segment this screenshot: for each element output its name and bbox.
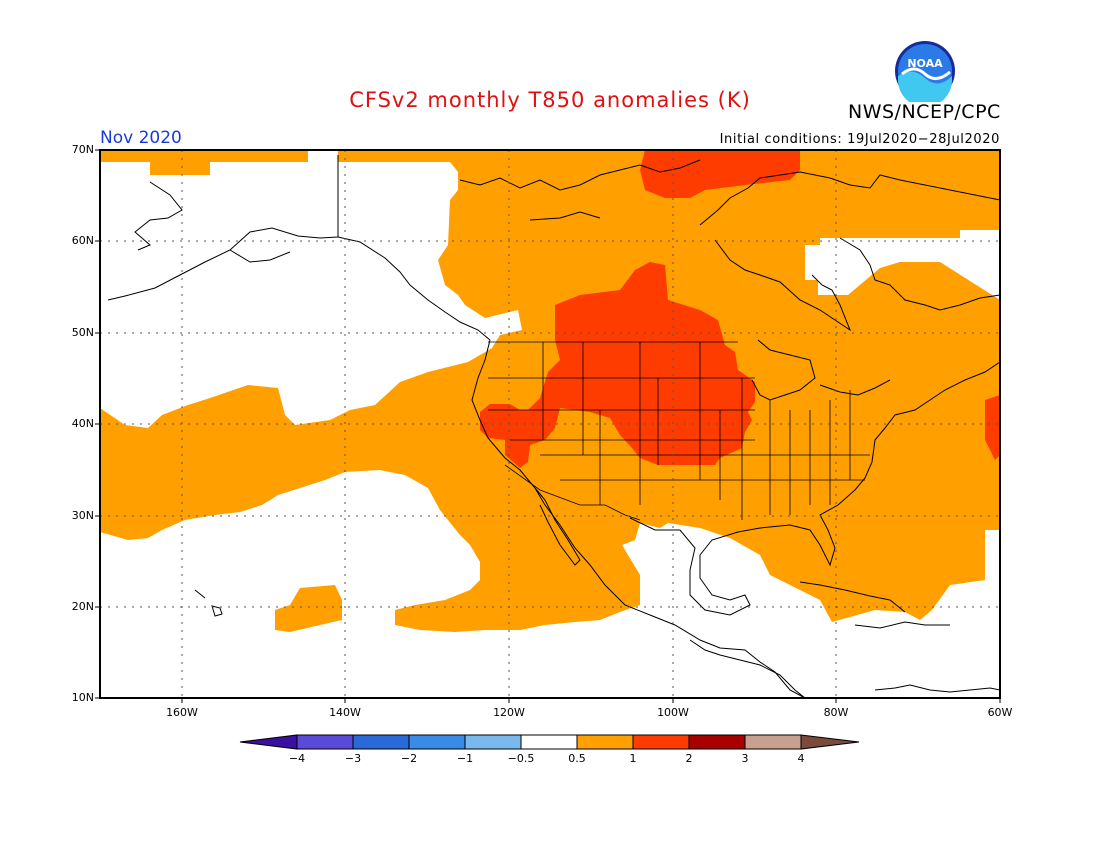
initial-conditions: Initial conditions: 19Jul2020−28Jul2020	[719, 132, 1000, 147]
colorbar-bin	[576, 734, 634, 750]
colorbar-label: −1	[456, 752, 474, 765]
lat-label-60n: 60N	[71, 234, 94, 247]
forecast-month: Nov 2020	[100, 128, 182, 148]
svg-text:NOAA: NOAA	[907, 57, 943, 70]
lon-label-160w: 160W	[166, 706, 198, 719]
coastlines	[107, 155, 1001, 699]
lat-label-40n: 40N	[71, 417, 94, 430]
gridlines	[100, 150, 1000, 698]
lat-label-30n: 30N	[71, 509, 94, 522]
colorbar-label: 3	[741, 752, 749, 765]
lat-label-70n: 70N	[71, 143, 94, 156]
noaa-logo: NOAA	[895, 41, 955, 102]
lon-label-120w: 120W	[493, 706, 525, 719]
colorbar-label: 4	[797, 752, 805, 765]
colorbar-label: −4	[288, 752, 306, 765]
colorbar-bin	[408, 734, 466, 750]
colorbar-bin	[744, 734, 802, 750]
lat-label-10n: 10N	[71, 691, 94, 704]
lat-label-20n: 20N	[71, 600, 94, 613]
colorbar-label: −2	[400, 752, 418, 765]
colorbar-bin	[632, 734, 690, 750]
colorbar-label: 2	[685, 752, 693, 765]
lat-label-50n: 50N	[71, 326, 94, 339]
colorbar-label: −0.5	[507, 752, 535, 765]
colorbar	[239, 734, 860, 750]
state-borders	[488, 341, 870, 521]
lon-label-140w: 140W	[329, 706, 361, 719]
map-title: CFSv2 monthly T850 anomalies (K)	[349, 88, 751, 112]
lon-label-100w: 100W	[657, 706, 689, 719]
lon-label-80w: 80W	[823, 706, 849, 719]
lon-label-60w: 60W	[987, 706, 1013, 719]
colorbar-bin	[296, 734, 354, 750]
colorbar-label: −3	[344, 752, 362, 765]
agency-label: NWS/NCEP/CPC	[848, 101, 1001, 123]
anomaly-region-1-2	[480, 150, 1000, 468]
colorbar-bin	[688, 734, 746, 750]
colorbar-bin	[464, 734, 522, 750]
colorbar-arrow-low	[239, 734, 298, 750]
colorbar-bin	[520, 734, 578, 750]
colorbar-arrow-high	[800, 734, 860, 750]
colorbar-label: 0.5	[568, 752, 586, 765]
colorbar-bin	[352, 734, 410, 750]
colorbar-label: 1	[629, 752, 637, 765]
